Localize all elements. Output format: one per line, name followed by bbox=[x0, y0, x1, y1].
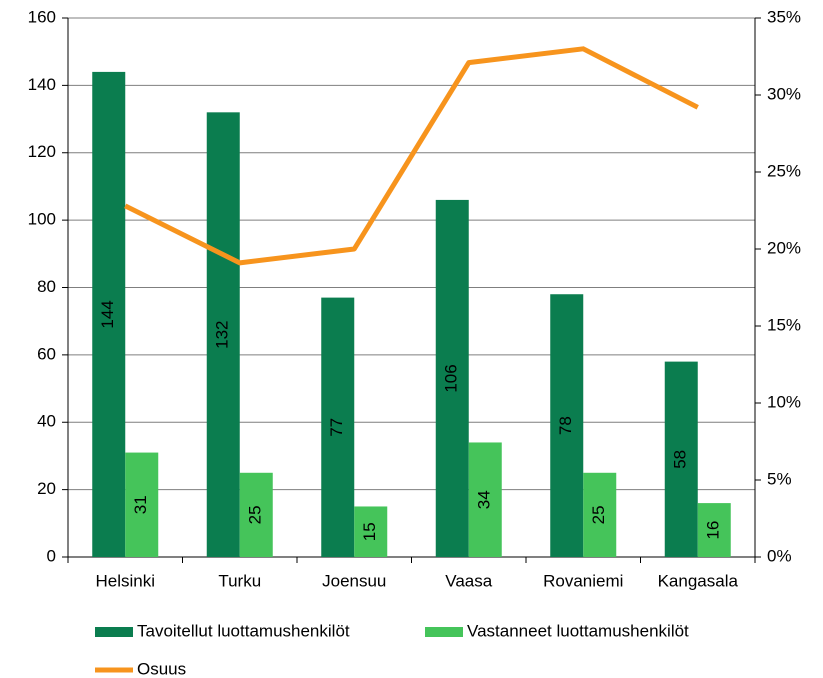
y-tick-label: 20 bbox=[37, 479, 56, 498]
y-tick-label: 80 bbox=[37, 277, 56, 296]
data-label: 34 bbox=[475, 490, 494, 509]
data-label: 77 bbox=[327, 418, 346, 437]
y2-tick-label: 30% bbox=[767, 84, 801, 103]
x-tick-label: Joensuu bbox=[322, 571, 386, 590]
y2-tick-label: 5% bbox=[767, 469, 792, 488]
y-tick-label: 160 bbox=[28, 7, 56, 26]
legend-label: Tavoitellut luottamushenkilöt bbox=[137, 621, 350, 640]
y-tick-label: 60 bbox=[37, 344, 56, 363]
x-tick-label: Turku bbox=[218, 571, 261, 590]
data-label: 78 bbox=[556, 416, 575, 435]
y-tick-label: 120 bbox=[28, 142, 56, 161]
data-label: 25 bbox=[589, 505, 608, 524]
y2-tick-label: 10% bbox=[767, 392, 801, 411]
data-label: 106 bbox=[442, 364, 461, 392]
data-label: 132 bbox=[213, 320, 232, 348]
legend-swatch bbox=[425, 627, 463, 637]
y2-tick-label: 15% bbox=[767, 315, 801, 334]
data-label: 144 bbox=[98, 300, 117, 328]
x-tick-label: Kangasala bbox=[658, 571, 739, 590]
y-tick-label: 0 bbox=[47, 546, 56, 565]
y-tick-label: 140 bbox=[28, 75, 56, 94]
y2-tick-label: 0% bbox=[767, 546, 792, 565]
y2-tick-label: 20% bbox=[767, 238, 801, 257]
y-tick-label: 40 bbox=[37, 412, 56, 431]
data-label: 31 bbox=[131, 495, 150, 514]
legend-label: Vastanneet luottamushenkilöt bbox=[467, 621, 689, 640]
data-label: 58 bbox=[671, 450, 690, 469]
x-tick-label: Vaasa bbox=[445, 571, 492, 590]
data-label: 15 bbox=[360, 522, 379, 541]
data-label: 16 bbox=[704, 521, 723, 540]
x-tick-label: Helsinki bbox=[95, 571, 155, 590]
data-label: 25 bbox=[246, 505, 265, 524]
legend-swatch bbox=[95, 627, 133, 637]
y2-tick-label: 25% bbox=[767, 161, 801, 180]
chart: 0 20 40 60 80 100 120 140 160 0% 5% 10% 15% 20% 25% 30%… bbox=[0, 0, 823, 678]
x-tick-label: Rovaniemi bbox=[543, 571, 623, 590]
legend-label: Osuus bbox=[137, 659, 186, 678]
y2-tick-label: 35% bbox=[767, 7, 801, 26]
y-tick-label: 100 bbox=[28, 210, 56, 229]
